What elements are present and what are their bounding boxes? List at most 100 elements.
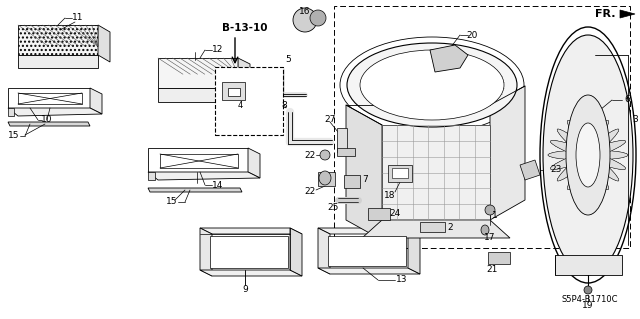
Polygon shape xyxy=(248,148,260,178)
Text: 15: 15 xyxy=(166,197,178,206)
Polygon shape xyxy=(488,252,510,264)
Polygon shape xyxy=(200,270,302,276)
Polygon shape xyxy=(328,236,406,266)
Text: 19: 19 xyxy=(582,301,594,310)
Polygon shape xyxy=(18,25,98,55)
Text: 13: 13 xyxy=(396,276,408,285)
Polygon shape xyxy=(382,125,490,220)
Polygon shape xyxy=(555,255,622,275)
Ellipse shape xyxy=(557,129,619,181)
Polygon shape xyxy=(200,228,302,234)
Text: 7: 7 xyxy=(362,175,368,184)
Text: 4: 4 xyxy=(237,100,243,109)
Bar xyxy=(334,6,630,248)
Text: 6: 6 xyxy=(624,95,630,105)
Ellipse shape xyxy=(576,123,600,187)
Ellipse shape xyxy=(485,205,495,215)
Polygon shape xyxy=(362,220,510,238)
Ellipse shape xyxy=(579,115,596,194)
Polygon shape xyxy=(420,222,445,232)
Polygon shape xyxy=(392,168,408,178)
Polygon shape xyxy=(318,172,335,186)
Text: 15: 15 xyxy=(8,131,20,140)
Polygon shape xyxy=(8,122,90,126)
Ellipse shape xyxy=(550,141,626,169)
Text: 3: 3 xyxy=(632,115,637,124)
Text: 17: 17 xyxy=(484,234,496,242)
Ellipse shape xyxy=(557,129,619,181)
Polygon shape xyxy=(228,88,240,96)
Text: 5: 5 xyxy=(285,56,291,64)
Text: 22: 22 xyxy=(305,151,316,160)
Text: 20: 20 xyxy=(467,31,477,40)
Ellipse shape xyxy=(481,225,489,235)
Polygon shape xyxy=(158,58,238,88)
Polygon shape xyxy=(148,188,242,192)
Ellipse shape xyxy=(550,141,626,169)
Polygon shape xyxy=(8,108,14,116)
Ellipse shape xyxy=(548,150,628,160)
Ellipse shape xyxy=(568,120,609,190)
Text: S5P4-B1710C: S5P4-B1710C xyxy=(562,295,618,305)
Polygon shape xyxy=(388,165,412,182)
Polygon shape xyxy=(346,105,382,240)
Ellipse shape xyxy=(579,115,596,194)
Ellipse shape xyxy=(320,150,330,160)
Polygon shape xyxy=(90,88,102,114)
Ellipse shape xyxy=(319,171,331,185)
Text: 23: 23 xyxy=(550,166,562,174)
Ellipse shape xyxy=(579,115,596,194)
Ellipse shape xyxy=(550,141,626,169)
Text: 1: 1 xyxy=(492,211,498,219)
Polygon shape xyxy=(210,236,288,268)
Polygon shape xyxy=(408,228,420,274)
Ellipse shape xyxy=(568,120,609,190)
Text: 18: 18 xyxy=(384,191,396,201)
Polygon shape xyxy=(238,58,250,106)
Ellipse shape xyxy=(557,129,619,181)
Text: 8: 8 xyxy=(281,100,287,109)
Polygon shape xyxy=(368,208,390,220)
Ellipse shape xyxy=(584,286,592,294)
Polygon shape xyxy=(148,172,260,180)
Text: 24: 24 xyxy=(389,210,401,219)
Polygon shape xyxy=(18,93,82,104)
Ellipse shape xyxy=(360,50,504,120)
Polygon shape xyxy=(200,228,212,276)
Polygon shape xyxy=(18,55,98,68)
Polygon shape xyxy=(8,88,90,108)
Polygon shape xyxy=(318,228,420,234)
Ellipse shape xyxy=(566,95,610,215)
Ellipse shape xyxy=(568,120,609,190)
Text: B-13-10: B-13-10 xyxy=(222,23,268,33)
Polygon shape xyxy=(148,172,155,180)
Bar xyxy=(215,67,283,135)
Text: 9: 9 xyxy=(242,286,248,294)
Ellipse shape xyxy=(548,150,628,160)
Polygon shape xyxy=(8,108,102,116)
Polygon shape xyxy=(222,82,245,100)
Polygon shape xyxy=(98,25,110,62)
Polygon shape xyxy=(344,175,360,188)
Ellipse shape xyxy=(543,35,633,275)
Polygon shape xyxy=(158,88,238,102)
Polygon shape xyxy=(520,160,540,180)
Polygon shape xyxy=(290,228,302,276)
Polygon shape xyxy=(620,10,635,18)
Text: 10: 10 xyxy=(41,115,52,124)
Ellipse shape xyxy=(568,120,609,190)
Polygon shape xyxy=(337,148,355,156)
Polygon shape xyxy=(337,128,347,152)
Text: FR.: FR. xyxy=(595,9,615,19)
Polygon shape xyxy=(490,86,525,220)
Ellipse shape xyxy=(550,141,626,169)
Ellipse shape xyxy=(310,10,326,26)
Text: 12: 12 xyxy=(212,46,224,55)
Ellipse shape xyxy=(557,129,619,181)
Polygon shape xyxy=(430,45,468,72)
Text: 14: 14 xyxy=(212,181,224,189)
Ellipse shape xyxy=(579,115,596,194)
Ellipse shape xyxy=(347,43,517,127)
Polygon shape xyxy=(318,268,420,274)
Ellipse shape xyxy=(293,8,317,32)
